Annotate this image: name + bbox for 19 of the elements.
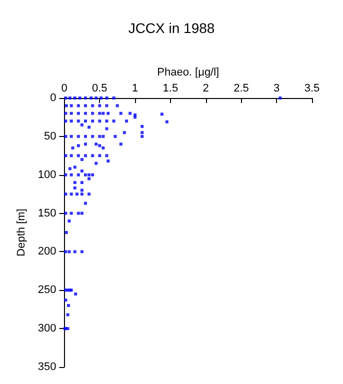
x-tick-label: 0	[61, 82, 68, 94]
x-tick-label: 1.5	[162, 82, 178, 94]
y-tick-label: 0	[50, 92, 56, 104]
y-tick-label: 250	[38, 284, 56, 296]
y-tick-label: 200	[38, 246, 56, 258]
x-tick-label: 3.5	[304, 82, 320, 94]
x-tick-label: 2.5	[234, 82, 249, 94]
y-tick-label: 50	[44, 130, 56, 142]
x-tick-label: 0.5	[92, 82, 108, 94]
chart-title: JCCX in 1988	[128, 20, 215, 36]
y-tick-label: 100	[38, 168, 56, 181]
x-tick-label: 3	[274, 82, 280, 94]
y-tick-label: 150	[38, 207, 56, 220]
y-axis-title: Depth [m]	[16, 208, 28, 256]
x-tick-label: 2	[202, 82, 209, 94]
y-tick-label: 300	[38, 322, 56, 335]
x-axis-title: Phaeo. [μg/l]	[157, 66, 220, 79]
y-tick-label: 350	[38, 361, 56, 373]
x-tick-label: 1	[132, 82, 138, 94]
